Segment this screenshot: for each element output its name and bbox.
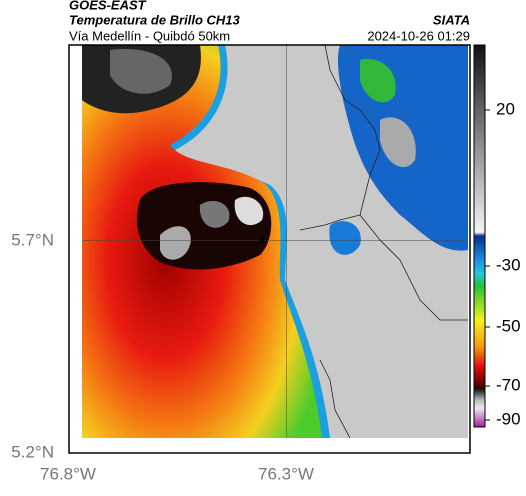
subtitle: Temperatura de Brillo CH13 [69,12,241,27]
colorbar-label: -90 [496,409,521,428]
lat-label: 5.2°N [11,442,54,461]
map-frame [68,44,471,454]
satellite-image [82,45,468,438]
lon-label: 76.3°W [258,464,314,483]
datetime: 2024-10-26 01:29 [367,28,470,43]
source: SIATA [433,12,470,27]
colorbar-label: -50 [496,316,521,335]
lon-label: 76.8°W [40,464,96,483]
colorbar-ticks [485,109,490,421]
colorbar-label: -70 [496,375,521,394]
region: Vía Medellín - Quibdó 50km [69,28,230,43]
colorbar [473,44,486,428]
title: GOES-EAST [69,0,147,12]
colorbar-label: -30 [496,255,521,274]
colorbar-label: 20 [496,99,515,118]
lat-label: 5.7°N [11,230,54,249]
